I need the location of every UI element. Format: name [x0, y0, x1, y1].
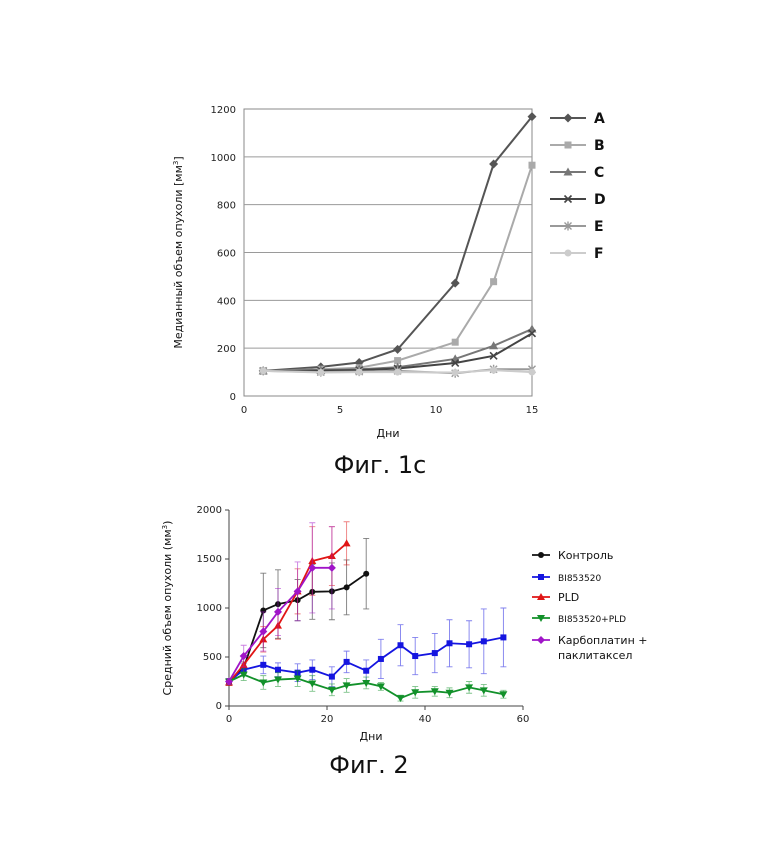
data-point	[328, 564, 336, 572]
data-point	[344, 584, 350, 590]
data-point	[356, 369, 363, 376]
legend-label: C	[594, 165, 604, 181]
legend-label: паклитаксел	[558, 649, 632, 662]
data-point	[260, 367, 267, 374]
data-point	[432, 650, 438, 656]
data-point	[377, 683, 385, 690]
data-point	[363, 571, 369, 577]
data-point	[378, 656, 384, 662]
legend-marker	[565, 250, 572, 257]
y-tick-label: 1200	[211, 105, 236, 116]
data-point	[259, 679, 267, 686]
data-point	[452, 339, 459, 346]
data-point	[363, 668, 369, 674]
legend-label: E	[594, 219, 604, 235]
y-axis-label: Медианный объем опухоли [мм3]	[172, 156, 185, 348]
legend-entry-d: D	[550, 192, 606, 208]
y-tick-label: 200	[217, 344, 236, 355]
data-point	[490, 367, 497, 374]
legend-entry-f: F	[550, 246, 604, 262]
legend-entry-e: E	[550, 219, 604, 235]
legend-marker	[537, 636, 545, 644]
series-line	[229, 543, 347, 682]
data-point	[499, 691, 507, 698]
data-point	[398, 642, 404, 648]
data-point	[452, 369, 459, 376]
y-tick-label: 500	[203, 652, 222, 663]
legend-label: B	[594, 138, 605, 154]
chart-2: 0 500 1000 1500 2000 0 20 40 60 Дни Средний объем …	[161, 505, 647, 743]
data-point	[466, 641, 472, 647]
legend-label: BI853520	[558, 574, 601, 584]
y-tick-label: 0	[216, 701, 222, 712]
y-tick-label: 0	[230, 392, 236, 403]
data-point	[529, 369, 536, 376]
legend-marker	[564, 114, 573, 123]
legend-label: Контроль	[558, 549, 613, 562]
y-axis-label: Средний объем опухоли (мм3)	[161, 521, 174, 696]
y-tick-label: 800	[217, 201, 236, 212]
x-tick-label: 20	[321, 714, 334, 725]
figure-canvas: 020040060080010001200051015ДниМедианный …	[0, 0, 780, 858]
legend-entry-b: B	[550, 138, 605, 154]
x-tick-label: 15	[526, 405, 539, 416]
legend-marker	[538, 552, 544, 558]
legend-label: PLD	[558, 591, 579, 604]
y-tick-label: 400	[217, 296, 236, 307]
x-tick-label: 0	[226, 714, 232, 725]
data-point	[447, 640, 453, 646]
x-tick-label: 10	[430, 405, 443, 416]
legend-entry-c: C	[550, 165, 604, 181]
y-tick-label: 1000	[197, 603, 222, 614]
data-point	[412, 653, 418, 659]
data-point	[529, 162, 536, 169]
legend-entry-контроль: Контроль	[532, 549, 613, 562]
data-point	[260, 662, 266, 668]
data-point	[275, 667, 281, 673]
legend-label: Карбоплатин +	[558, 634, 647, 647]
x-axis-label: Дни	[377, 427, 400, 440]
legend-entry-bi853520: BI853520	[532, 574, 601, 584]
legend-marker	[565, 142, 572, 149]
legend-label: BI853520+PLD	[558, 615, 626, 625]
data-point	[317, 369, 324, 376]
y-tick-label: 600	[217, 249, 236, 260]
legend-entry-карбоплатин-паклитаксел: Карбоплатин + паклитаксел	[532, 634, 647, 662]
legend-entry-bi853520-pld: BI853520+PLD	[532, 615, 626, 625]
data-point	[309, 667, 315, 673]
series-bi853520	[226, 608, 506, 686]
data-point	[500, 634, 506, 640]
chart-1c: 0 200 400 600 800 1000 1200 0 5 10 15 Дни Медианный …	[172, 105, 606, 440]
y-tick-label: 1500	[197, 554, 222, 565]
legend-label: F	[594, 246, 604, 262]
legend-marker	[538, 574, 544, 580]
data-point	[394, 369, 401, 376]
data-point	[328, 687, 336, 694]
legend-label: A	[594, 111, 605, 127]
x-tick-label: 60	[517, 714, 530, 725]
y-tick-label: 1000	[211, 153, 236, 164]
figure-2-caption: Фиг. 2	[329, 751, 408, 779]
y-tick-label: 2000	[197, 505, 222, 516]
data-point	[329, 674, 335, 680]
data-point	[344, 659, 350, 665]
data-point	[343, 539, 351, 546]
x-tick-label: 0	[241, 405, 247, 416]
data-point	[481, 638, 487, 644]
legend-entry-a: A	[550, 111, 605, 127]
x-tick-label: 5	[337, 405, 343, 416]
x-tick-label: 40	[419, 714, 432, 725]
legend-entry-pld: PLD	[532, 591, 579, 604]
legend-label: D	[594, 192, 606, 208]
figure-1c-caption: Фиг. 1с	[334, 451, 427, 479]
data-point	[490, 278, 497, 285]
x-axis-label: Дни	[360, 730, 383, 743]
